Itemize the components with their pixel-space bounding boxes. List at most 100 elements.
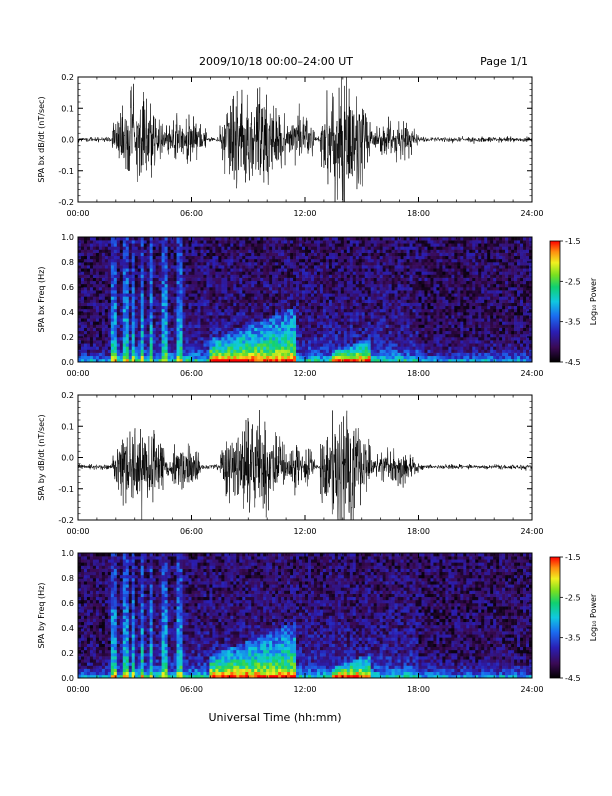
spectrogram-cell bbox=[144, 303, 147, 306]
spectrogram-cell bbox=[138, 287, 141, 290]
spectrogram-cell bbox=[120, 243, 123, 246]
spectrogram-cell bbox=[186, 243, 189, 246]
spectrogram-cell bbox=[84, 306, 87, 309]
spectrogram-cell bbox=[356, 343, 359, 346]
spectrogram-cell bbox=[87, 318, 90, 321]
spectrogram-cell bbox=[407, 318, 410, 321]
spectrogram-cell bbox=[377, 334, 380, 337]
spectrogram-cell bbox=[374, 278, 377, 281]
spectrogram-cell bbox=[120, 331, 123, 334]
spectrogram-cell bbox=[368, 328, 371, 331]
spectrogram-cell bbox=[108, 300, 111, 303]
spectrogram-cell bbox=[150, 300, 153, 303]
spectrogram-cell bbox=[287, 287, 290, 290]
spectrogram-cell bbox=[141, 290, 144, 293]
spectrogram-cell bbox=[194, 356, 197, 359]
spectrogram-cell bbox=[206, 328, 209, 331]
spectrogram-cell bbox=[171, 296, 174, 299]
spectrogram-cell bbox=[192, 353, 195, 356]
spectrogram-cell bbox=[227, 334, 230, 337]
spectrogram-cell bbox=[410, 265, 413, 268]
spectrogram-cell bbox=[141, 321, 144, 324]
spectrogram-cell bbox=[81, 303, 84, 306]
spectrogram-cell bbox=[206, 334, 209, 337]
spectrogram-cell bbox=[162, 334, 165, 337]
spectrogram-cell bbox=[293, 262, 296, 265]
spectrogram-cell bbox=[290, 256, 293, 259]
spectrogram-cell bbox=[365, 309, 368, 312]
spectrogram-cell bbox=[272, 246, 275, 249]
spectrogram-cell bbox=[194, 353, 197, 356]
spectrogram-cell bbox=[96, 265, 99, 268]
spectrogram-cell bbox=[132, 256, 135, 259]
spectrogram-cell bbox=[263, 353, 266, 356]
spectrogram-cell bbox=[162, 318, 165, 321]
spectrogram-cell bbox=[410, 334, 413, 337]
spectrogram-cell bbox=[141, 340, 144, 343]
spectrogram-cell bbox=[117, 350, 120, 353]
spectrogram-cell bbox=[263, 243, 266, 246]
spectrogram-cell bbox=[314, 268, 317, 271]
spectrogram-cell bbox=[233, 237, 236, 240]
spectrogram-cell bbox=[275, 334, 278, 337]
spectrogram-cell bbox=[341, 293, 344, 296]
spectrogram-cell bbox=[266, 318, 269, 321]
spectrogram-cell bbox=[236, 253, 239, 256]
spectrogram-cell bbox=[293, 296, 296, 299]
spectrogram-cell bbox=[230, 321, 233, 324]
spectrogram-cell bbox=[392, 306, 395, 309]
spectrogram-cell bbox=[212, 262, 215, 265]
spectrogram-cell bbox=[433, 306, 436, 309]
spectrogram-cell bbox=[332, 300, 335, 303]
spectrogram-cell bbox=[371, 243, 374, 246]
spectrogram-cell bbox=[111, 300, 114, 303]
spectrogram-cell bbox=[183, 240, 186, 243]
spectrogram-cell bbox=[329, 337, 332, 340]
spectrogram-cell bbox=[117, 325, 120, 328]
spectrogram-cell bbox=[329, 240, 332, 243]
spectrogram-cell bbox=[141, 284, 144, 287]
spectrogram-cell bbox=[356, 262, 359, 265]
spectrogram-cell bbox=[368, 246, 371, 249]
spectrogram-cell bbox=[293, 250, 296, 253]
spectrogram-cell bbox=[413, 306, 416, 309]
spectrogram-cell bbox=[266, 350, 269, 353]
spectrogram-cell bbox=[305, 346, 308, 349]
spectrogram-cell bbox=[398, 306, 401, 309]
spectrogram-cell bbox=[296, 353, 299, 356]
spectrogram-cell bbox=[126, 259, 129, 262]
spectrogram-cell bbox=[123, 284, 126, 287]
spectrogram-cell bbox=[105, 253, 108, 256]
spectrogram-cell bbox=[165, 246, 168, 249]
spectrogram-cell bbox=[209, 306, 212, 309]
spectrogram-cell bbox=[180, 321, 183, 324]
spectrogram-cell bbox=[386, 293, 389, 296]
spectrogram-cell bbox=[153, 325, 156, 328]
spectrogram-cell bbox=[436, 243, 439, 246]
spectrogram-cell bbox=[299, 256, 302, 259]
spectrogram-cell bbox=[302, 334, 305, 337]
spectrogram-cell bbox=[329, 265, 332, 268]
spectrogram-cell bbox=[413, 346, 416, 349]
spectrogram-cell bbox=[174, 356, 177, 359]
spectrogram-cell bbox=[430, 300, 433, 303]
spectrogram-cell bbox=[368, 337, 371, 340]
spectrogram-cell bbox=[156, 262, 159, 265]
spectrogram-cell bbox=[138, 353, 141, 356]
spectrogram-cell bbox=[311, 353, 314, 356]
spectrogram-cell bbox=[416, 287, 419, 290]
spectrogram-cell bbox=[320, 340, 323, 343]
spectrogram-cell bbox=[123, 268, 126, 271]
spectrogram-cell bbox=[218, 253, 221, 256]
spectrogram-cell bbox=[419, 346, 422, 349]
spectrogram-cell bbox=[365, 240, 368, 243]
spectrogram-cell bbox=[353, 290, 356, 293]
spectrogram-cell bbox=[96, 325, 99, 328]
spectrogram-cell bbox=[314, 306, 317, 309]
spectrogram-cell bbox=[335, 303, 338, 306]
spectrogram-cell bbox=[269, 325, 272, 328]
spectrogram-cell bbox=[383, 240, 386, 243]
spectrogram-cell bbox=[401, 253, 404, 256]
spectrogram-cell bbox=[320, 293, 323, 296]
